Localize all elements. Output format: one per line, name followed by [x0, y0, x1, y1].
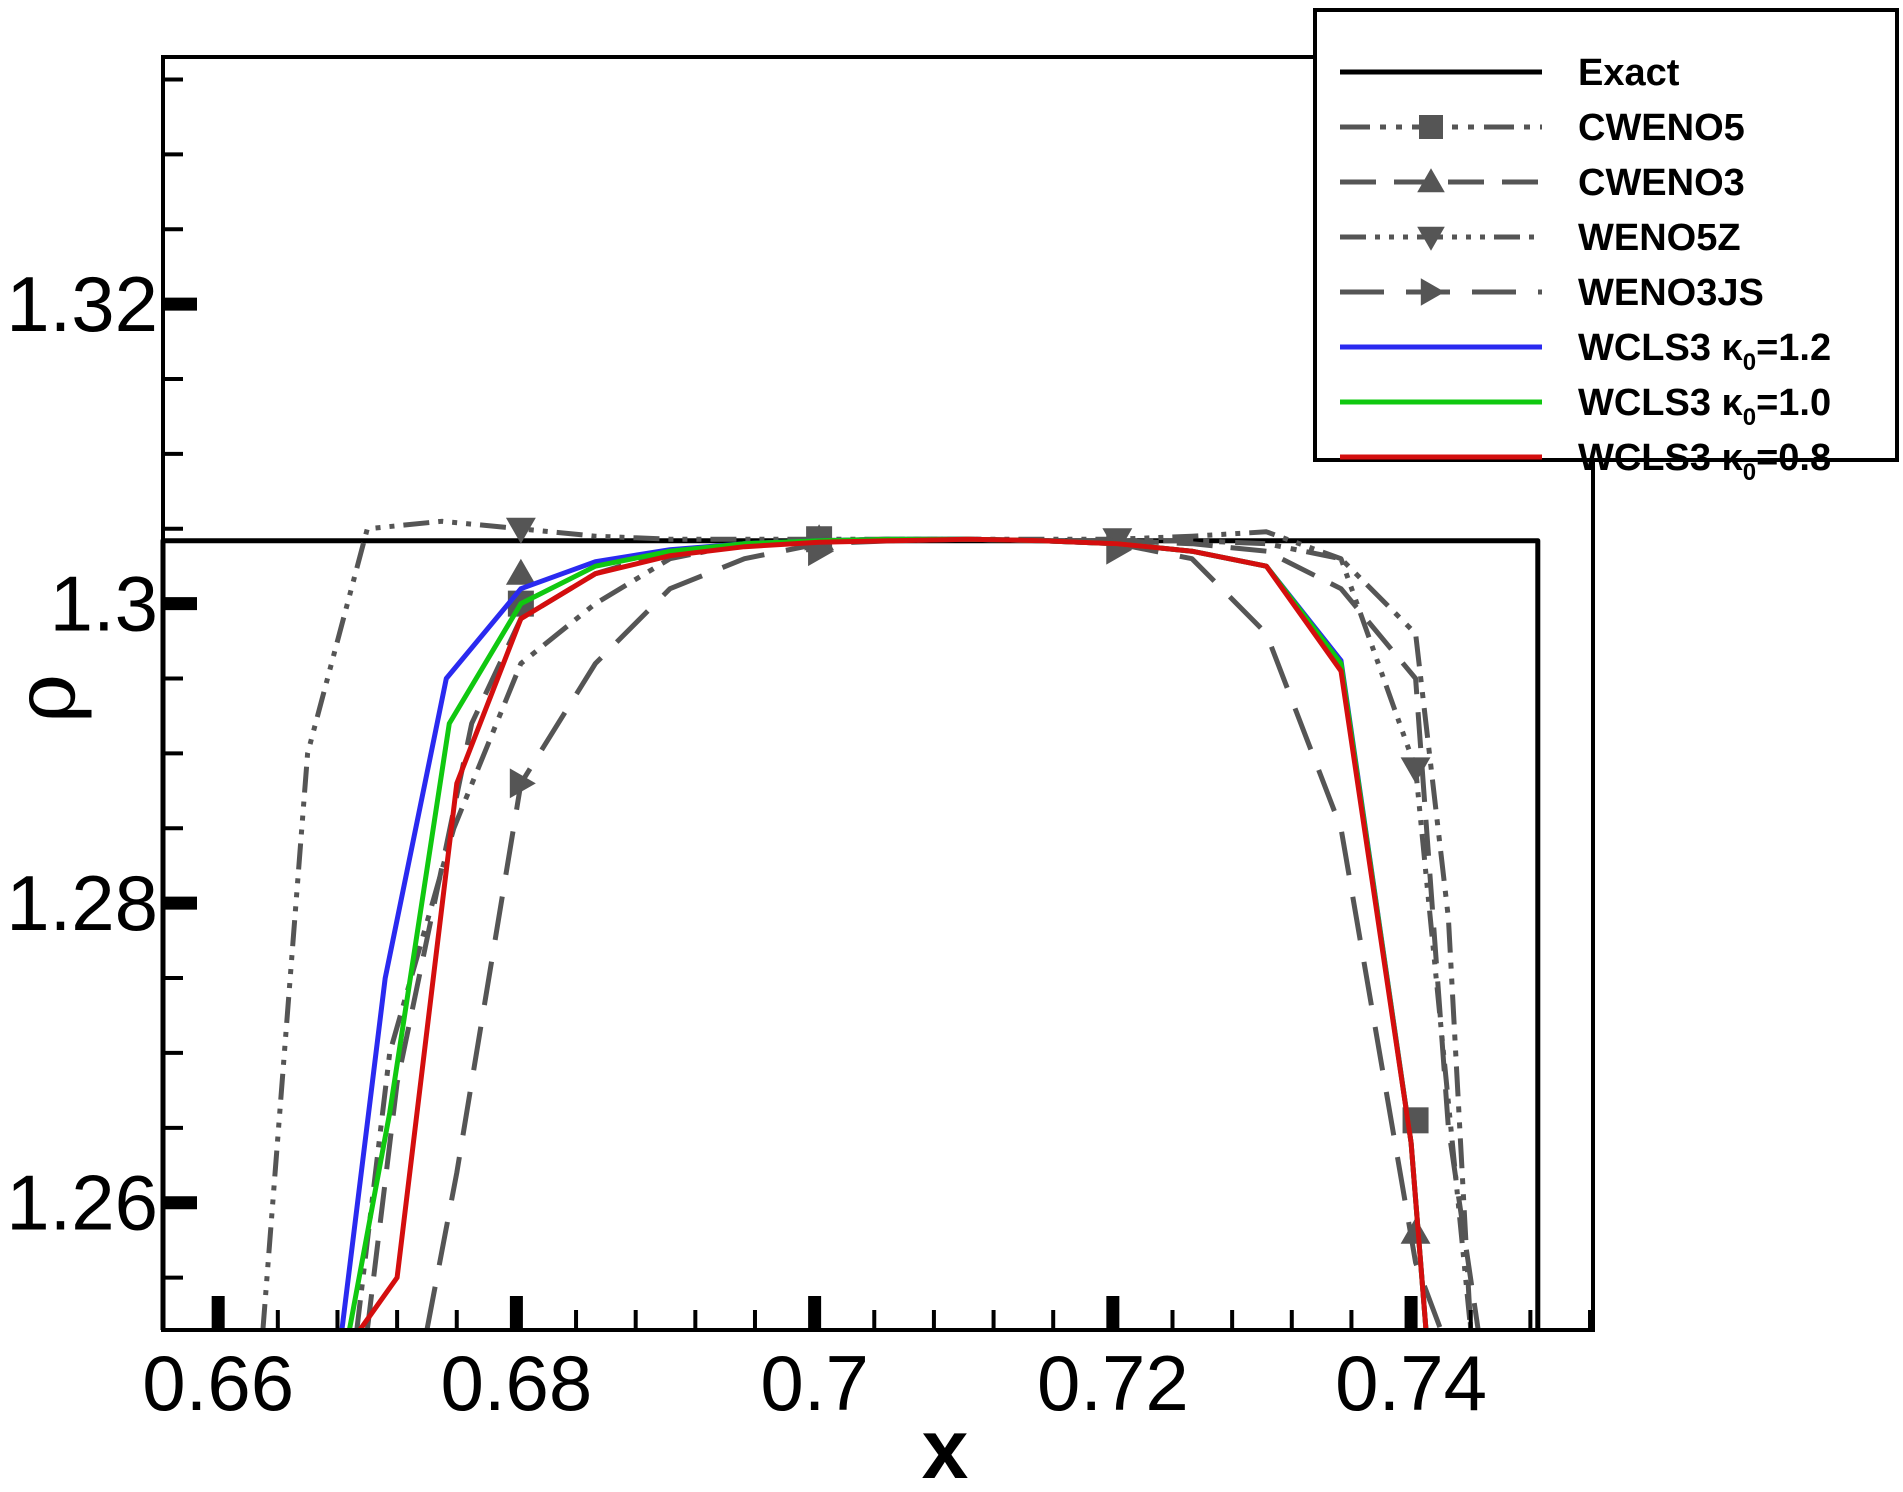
x-tick-label: 0.72: [1037, 1339, 1189, 1427]
series-wcls3-0-0-8: [357, 536, 1429, 1332]
legend-box: [1313, 8, 1899, 462]
series-wcls3-0-1-0: [346, 536, 1429, 1331]
legend-entry-cweno5: CWENO5: [1340, 107, 1745, 149]
legend-entry-weno5z: WENO5Z: [1340, 217, 1741, 259]
series-line-cweno3: [364, 536, 1481, 1331]
legend-entry-weno3js: WENO3JS: [1340, 272, 1764, 314]
legend-label: WCLS3 κ0=0.8: [1578, 437, 1831, 486]
series-line-weno5z: [260, 518, 1474, 1331]
x-tick-label: 0.74: [1335, 1339, 1487, 1427]
legend-label: WCLS3 κ0=1.0: [1578, 382, 1831, 431]
legend-label: WENO5Z: [1578, 217, 1741, 259]
series-cweno3: [364, 524, 1481, 1331]
y-tick-label: 1.32: [6, 260, 158, 348]
series-line-wcls3-0-1-0: [346, 536, 1429, 1331]
plot-frame: [161, 55, 1595, 1332]
legend-entry-wcls3-0-0-8: WCLS3 κ0=0.8: [1340, 437, 1831, 486]
legend-marker: [1420, 278, 1445, 306]
data-point-weno5z: [505, 517, 536, 544]
series-line-cweno5: [354, 536, 1474, 1331]
series-weno5z: [260, 517, 1474, 1331]
y-tick-label: 1.26: [6, 1159, 158, 1247]
series-cweno5: [354, 526, 1474, 1331]
y-tick-label: 1.28: [6, 859, 158, 947]
legend-marker: [1419, 115, 1443, 139]
legend-entry-exact: Exact: [1340, 52, 1680, 94]
tick-labels-layer: 0.66 0.68 0.7 0.72 0.74 1.26 1.28 1.3 1.32: [6, 260, 1487, 1427]
data-point-cweno3: [1400, 1217, 1431, 1244]
legend-label: CWENO5: [1578, 107, 1745, 149]
legend-marker: [1417, 168, 1445, 193]
legend-label: Exact: [1578, 52, 1680, 94]
series-weno3js: [424, 534, 1444, 1331]
legend-entry-cweno3: CWENO3: [1340, 162, 1745, 204]
x-tick-label: 0.66: [142, 1339, 294, 1427]
x-axis-title: x: [922, 1402, 969, 1492]
legend-label: WENO3JS: [1578, 272, 1764, 314]
legend: Exact CWENO5 CWENO3 WENO5Z WENO3JS WCLS3 κ0=1…: [1313, 8, 1899, 486]
legend-label: CWENO3: [1578, 162, 1745, 204]
series-line-weno3js: [424, 536, 1444, 1331]
data-point-cweno3: [505, 558, 536, 585]
legend-entry-wcls3-0-1-0: WCLS3 κ0=1.0: [1340, 382, 1831, 431]
legend-entry-wcls3-0-1-2: WCLS3 κ0=1.2: [1340, 327, 1831, 376]
x-tick-label: 0.7: [760, 1339, 868, 1427]
data-point-weno3js: [509, 768, 536, 799]
ticks-layer: [163, 77, 1593, 1330]
x-tick-label: 0.68: [440, 1339, 592, 1427]
legend-marker: [1417, 226, 1445, 251]
y-tick-label: 1.3: [50, 560, 158, 648]
y-axis-title: ρ: [0, 673, 94, 722]
data-point-weno5z: [1400, 757, 1431, 784]
legend-label: WCLS3 κ0=1.2: [1578, 327, 1831, 376]
legend-items: Exact CWENO5 CWENO3 WENO5Z WENO3JS WCLS3 κ0=1…: [1340, 52, 1831, 486]
series-line-wcls3-0-0-8: [357, 536, 1429, 1332]
series-layer: [160, 517, 1541, 1332]
